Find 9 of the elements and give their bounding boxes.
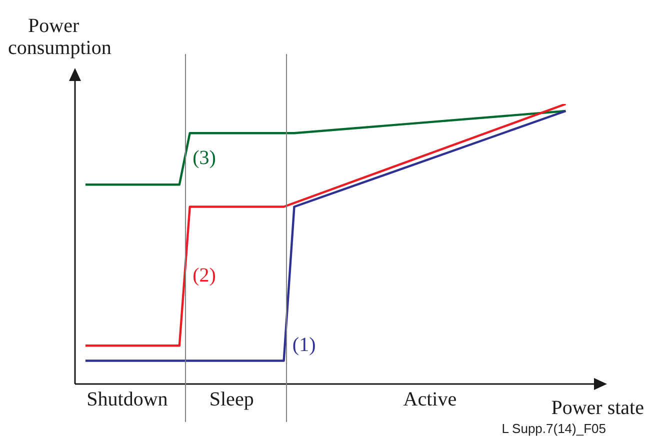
x-tick-label: Active xyxy=(403,388,457,410)
y-axis-title: Power consumption xyxy=(8,15,112,59)
series-label: (3) xyxy=(192,147,216,170)
x-tick-label: Sleep xyxy=(209,388,254,410)
series-label: (1) xyxy=(292,334,316,356)
x-axis-title: Power state xyxy=(551,397,644,419)
series-label: (2) xyxy=(192,264,216,286)
x-tick-label: Shutdown xyxy=(86,388,168,410)
text: L Supp.7(14)_F05 xyxy=(502,421,606,436)
